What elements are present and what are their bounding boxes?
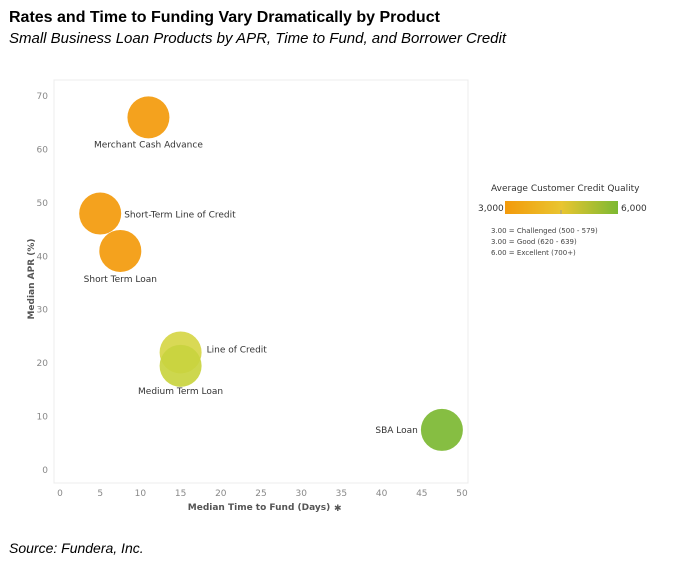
x-tick-label: 40 (376, 489, 388, 499)
chart-subtitle: Small Business Loan Products by APR, Tim… (9, 30, 507, 47)
y-axis-title: Median APR (%) (27, 238, 37, 319)
y-tick-label: 30 (37, 306, 49, 316)
data-point[interactable] (127, 96, 170, 139)
x-tick-label: 25 (255, 489, 266, 499)
data-point-label: Line of Credit (207, 345, 268, 355)
y-tick-label: 40 (37, 252, 49, 262)
legend-min-label: 3,000 (478, 204, 504, 214)
data-point-label: Short-Term Line of Credit (124, 211, 236, 221)
y-tick-label: 10 (37, 413, 49, 423)
y-tick-label: 50 (37, 199, 49, 209)
legend-note-3: 6.00 = Excellent (700+) (491, 249, 576, 257)
x-tick-label: 5 (97, 489, 103, 499)
x-tick-label: 30 (295, 489, 307, 499)
data-point-label: Short Term Loan (84, 275, 157, 285)
data-point[interactable] (79, 192, 122, 235)
plot-area (53, 79, 469, 484)
legend-title: Average Customer Credit Quality (491, 184, 640, 194)
x-tick-label: 50 (456, 489, 468, 499)
x-axis: 0 5 10 15 20 25 30 35 40 45 50 (57, 489, 468, 499)
data-point-label: Medium Term Loan (138, 387, 223, 397)
x-tick-label: 10 (135, 489, 147, 499)
data-point-label: SBA Loan (375, 426, 418, 436)
data-point[interactable] (420, 408, 463, 451)
legend-max-label: 6,000 (621, 204, 647, 214)
source-note: Source: Fundera, Inc. (9, 540, 144, 556)
y-axis: 0 10 20 30 40 50 60 70 (37, 92, 49, 476)
x-tick-label: 20 (215, 489, 227, 499)
x-tick-label: 35 (336, 489, 347, 499)
y-tick-label: 70 (37, 92, 49, 102)
legend-note-1: 3.00 = Challenged (500 - 579) (491, 227, 598, 235)
data-point[interactable] (159, 344, 202, 387)
y-tick-label: 20 (37, 359, 49, 369)
legend-note-2: 3.00 = Good (620 - 639) (491, 238, 577, 246)
x-tick-label: 15 (175, 489, 186, 499)
chart-title: Rates and Time to Funding Vary Dramatica… (9, 9, 440, 26)
x-tick-label: 0 (57, 489, 63, 499)
x-axis-title: Median Time to Fund (Days) (188, 503, 330, 513)
sort-icon[interactable]: ✱ (334, 504, 342, 514)
data-point-label: Merchant Cash Advance (94, 140, 203, 150)
color-legend: Average Customer Credit Quality 3,000 6,… (478, 184, 647, 257)
data-point[interactable] (99, 229, 142, 272)
y-tick-label: 60 (37, 145, 49, 155)
y-tick-label: 0 (42, 466, 48, 476)
legend-gradient-bar (505, 201, 618, 214)
x-tick-label: 45 (416, 489, 427, 499)
data-points: Merchant Cash Advance Short-Term Line of … (79, 96, 463, 451)
